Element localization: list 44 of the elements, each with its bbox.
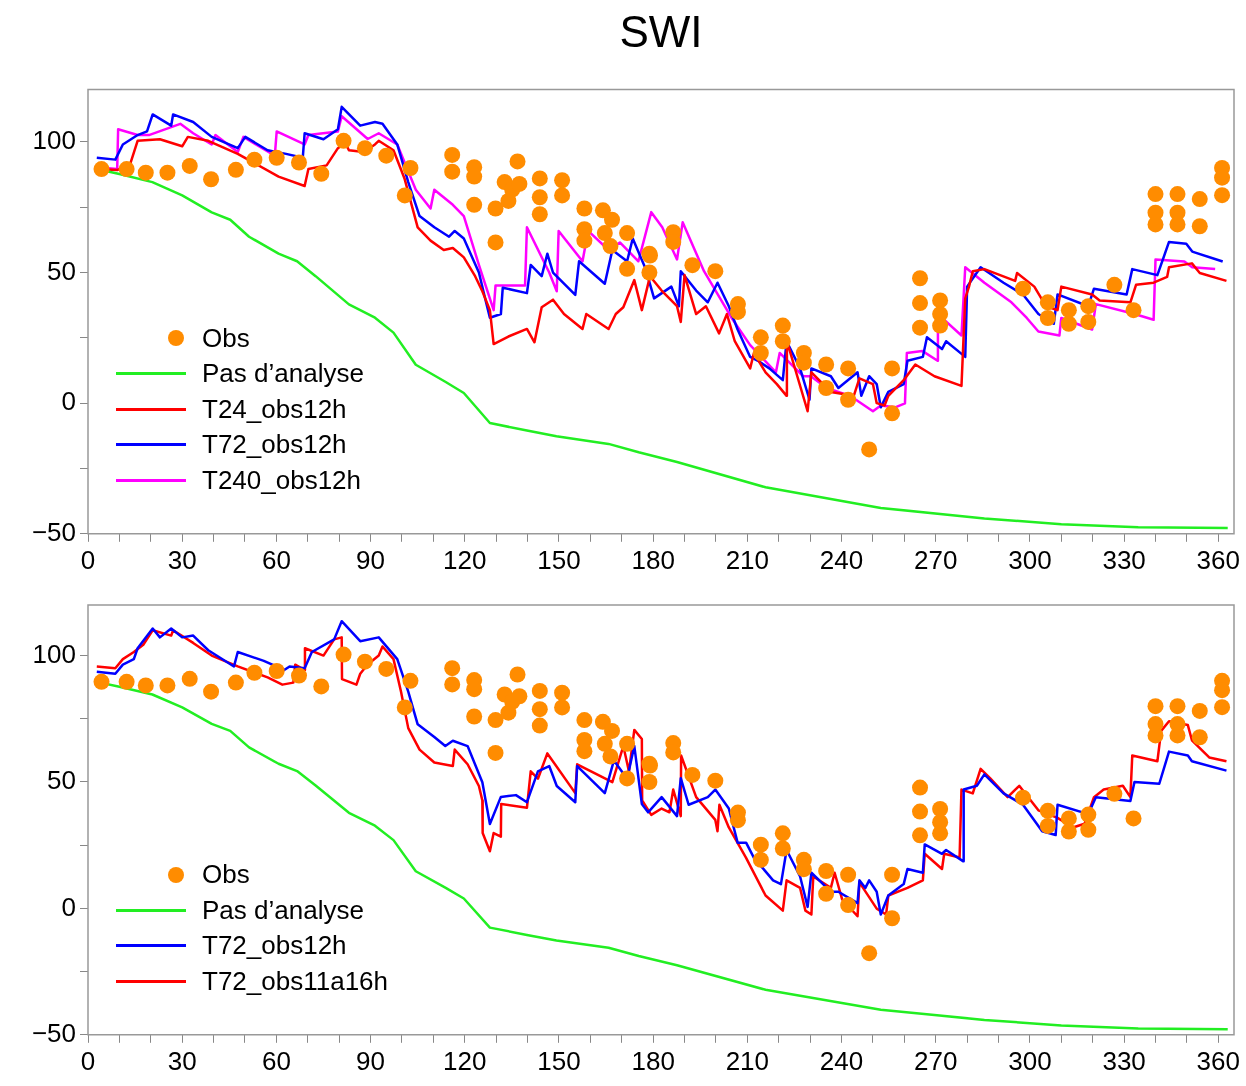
x-tick-label: 60 bbox=[261, 544, 291, 575]
x-tick-label: 90 bbox=[356, 1045, 386, 1076]
x-tick-label: 270 bbox=[914, 1045, 958, 1076]
legend-label: Obs bbox=[202, 322, 250, 354]
legend-label: T24_obs12h bbox=[202, 393, 347, 425]
legend-label: T72_obs12h bbox=[202, 429, 347, 461]
chart-title: SWI bbox=[618, 6, 704, 58]
y-tick-label: 100 bbox=[32, 125, 76, 156]
y-tick-label: −50 bbox=[31, 516, 76, 547]
x-tick-label: 150 bbox=[537, 544, 581, 575]
y-tick-label: 50 bbox=[47, 765, 76, 796]
legend-label: Pas d’analyse bbox=[202, 358, 364, 390]
x-tick-label: 240 bbox=[819, 1045, 864, 1076]
y-tick-label: 0 bbox=[61, 891, 76, 922]
x-tick-label: 150 bbox=[537, 1045, 581, 1076]
x-tick-label: 30 bbox=[167, 544, 197, 575]
x-tick-label: 90 bbox=[356, 544, 386, 575]
legend-label: Obs bbox=[202, 859, 250, 891]
y-tick-label: 50 bbox=[47, 255, 76, 286]
x-tick-label: 180 bbox=[631, 544, 675, 575]
x-tick-label: 0 bbox=[80, 544, 96, 575]
legend-label: T72_obs11a16h bbox=[202, 965, 389, 997]
x-tick-label: 210 bbox=[725, 1045, 770, 1076]
x-tick-label: 60 bbox=[261, 1045, 291, 1076]
x-tick-label: 30 bbox=[167, 1045, 197, 1076]
x-tick-label: 330 bbox=[1102, 544, 1146, 575]
y-tick-label: 100 bbox=[32, 638, 76, 669]
x-tick-label: 210 bbox=[725, 544, 770, 575]
legend-label: Pas d’analyse bbox=[202, 894, 364, 926]
x-tick-label: 270 bbox=[914, 544, 958, 575]
y-tick-label: 0 bbox=[61, 386, 76, 417]
x-tick-label: 330 bbox=[1102, 1045, 1146, 1076]
x-tick-label: 300 bbox=[1008, 544, 1052, 575]
x-tick-label: 300 bbox=[1008, 1045, 1052, 1076]
x-tick-label: 360 bbox=[1196, 544, 1240, 575]
x-tick-label: 0 bbox=[80, 1045, 96, 1076]
legend-label: T72_obs12h bbox=[202, 930, 347, 962]
x-tick-label: 120 bbox=[443, 544, 487, 575]
x-tick-label: 360 bbox=[1196, 1045, 1240, 1076]
x-tick-label: 180 bbox=[631, 1045, 675, 1076]
y-tick-label: −50 bbox=[31, 1017, 76, 1048]
x-tick-label: 120 bbox=[443, 1045, 487, 1076]
legend-label: T240_obs12h bbox=[202, 464, 362, 496]
x-tick-label: 240 bbox=[819, 544, 864, 575]
